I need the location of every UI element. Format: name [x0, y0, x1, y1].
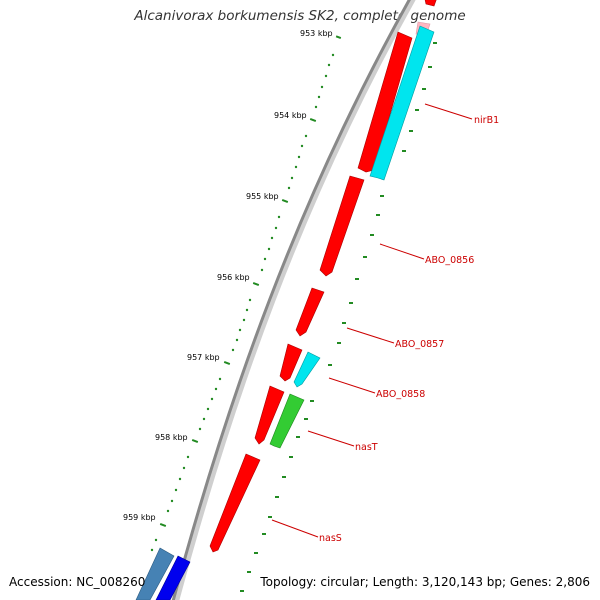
- map-title: Alcanivorax borkumensis SK2, complete ge…: [134, 8, 466, 24]
- ruler-label-958: 958 kbp: [155, 433, 188, 442]
- gene-label-abo0856[interactable]: ABO_0856: [425, 255, 474, 266]
- ruler-label-956: 956 kbp: [217, 273, 250, 282]
- gene-label-abo0857[interactable]: ABO_0857: [395, 339, 444, 350]
- gene-label-abo0858[interactable]: ABO_0858: [376, 389, 425, 400]
- gene-cds-top[interactable]: [424, 0, 438, 7]
- gene-label-nasT[interactable]: nasT: [355, 442, 378, 453]
- ruler-label-957: 957 kbp: [187, 353, 220, 362]
- gene-cds-nasT-region[interactable]: [254, 385, 285, 445]
- ruler-label-953: 953 kbp: [300, 29, 333, 38]
- gene-cds-nasS[interactable]: [209, 453, 261, 553]
- gene-label-leaders: [271, 103, 473, 538]
- gene-label-nasS[interactable]: nasS: [319, 533, 342, 544]
- inner-ruler-dots: [240, 42, 437, 592]
- ruler-ticks: [159, 35, 342, 527]
- ruler-label-954: 954 kbp: [274, 111, 307, 120]
- gene-cyan-abo0858[interactable]: [293, 351, 321, 388]
- gene-label-nirB1[interactable]: nirB1: [474, 115, 499, 126]
- gene-labels: nirB1 ABO_0856 ABO_0857 ABO_0858 nasT na…: [319, 115, 499, 544]
- gene-cds-nirB1[interactable]: [357, 31, 413, 173]
- gene-cds-abo0857[interactable]: [295, 287, 325, 337]
- ruler-label-955: 955 kbp: [246, 192, 279, 201]
- gene-cyan-nirB1[interactable]: [369, 25, 435, 181]
- gene-steelblue[interactable]: [135, 547, 175, 600]
- accession-text: Accession: NC_008260: [9, 575, 146, 589]
- ruler-dots: [150, 53, 335, 552]
- ruler-labels: 953 kbp 954 kbp 955 kbp 956 kbp 957 kbp …: [123, 29, 333, 522]
- ruler-label-959: 959 kbp: [123, 513, 156, 522]
- genome-backbone: [171, 0, 411, 600]
- topology-text: Topology: circular; Length: 3,120,143 bp…: [260, 575, 590, 589]
- gene-cds-abo0856[interactable]: [319, 175, 365, 277]
- genome-backbone-shadow: [173, 0, 416, 600]
- gene-blue[interactable]: [155, 555, 191, 600]
- gene-green-nasT[interactable]: [269, 393, 305, 449]
- gene-cds-abo0858a[interactable]: [279, 343, 303, 382]
